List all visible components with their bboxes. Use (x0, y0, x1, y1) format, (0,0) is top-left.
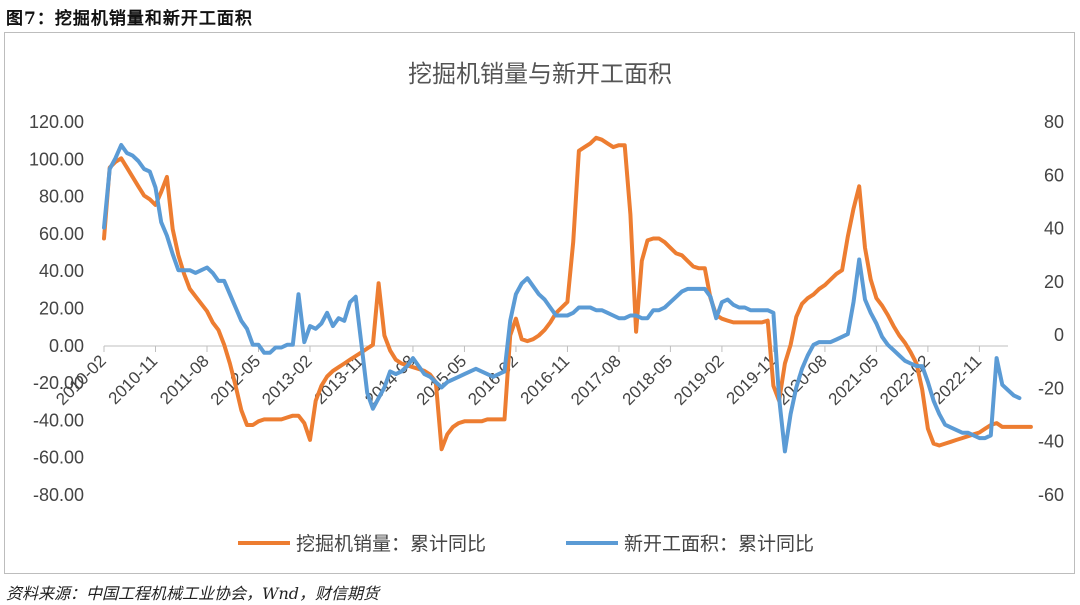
x-tick-label: 2018-05 (619, 351, 677, 409)
x-tick-label: 2019-02 (670, 351, 728, 409)
y-left-tick-label: -20.00 (33, 373, 84, 393)
legend-label: 挖掘机销量：累计同比 (296, 533, 486, 555)
y-right-tick-label: -20 (1038, 378, 1064, 398)
y-left-tick-label: -40.00 (33, 410, 84, 430)
new-construction-line (102, 143, 1022, 454)
legend-label: 新开工面积：累计同比 (624, 533, 814, 555)
figure-label: 图7：挖掘机销量和新开工面积 (6, 9, 253, 29)
legend: 挖掘机销量：累计同比 新开工面积：累计同比 (238, 533, 814, 555)
y-left-tick-label: -60.00 (33, 448, 84, 468)
x-tick-label: 2021-05 (825, 351, 883, 409)
y-left-tick-label: 120.00 (29, 112, 84, 132)
y-right-tick-label: 0 (1054, 325, 1064, 345)
y-right-tick-label: 40 (1044, 219, 1064, 239)
y-left-tick-label: 60.00 (39, 224, 84, 244)
x-tick-label: 2013-02 (258, 351, 316, 409)
x-tick-label: 2016-11 (517, 351, 574, 408)
y-left-tick-label: 0.00 (49, 336, 84, 356)
x-tick-label: 2013-11 (311, 351, 368, 408)
y-left-tick-label: 100.00 (29, 149, 84, 169)
x-tick-label: 2015-05 (413, 351, 471, 409)
y-left-tick-label: 20.00 (39, 299, 84, 319)
x-tick-label: 2016-02 (464, 351, 522, 409)
y-right-tick-label: -60 (1038, 485, 1064, 505)
x-tick-label: 2010-11 (105, 351, 162, 408)
chart-frame (4, 32, 1075, 574)
source-note: 资料来源：中国工程机械工业协会，Wnd，财信期货 (6, 584, 379, 603)
x-tick-label: 2011-08 (156, 351, 213, 408)
y-right-tick-label: 80 (1044, 112, 1064, 132)
y-left-tick-label: -80.00 (33, 485, 84, 505)
chart-title: 挖掘机销量与新开工面积 (408, 60, 672, 88)
y-right-tick-label: 20 (1044, 272, 1064, 292)
y-left-tick-label: 80.00 (39, 187, 84, 207)
y-right-tick-label: 60 (1044, 165, 1064, 185)
excavator-sales-line (102, 135, 1033, 452)
y-right-tick-label: -40 (1038, 432, 1064, 452)
x-tick-label: 2022-11 (929, 351, 986, 408)
x-tick-label: 2017-08 (567, 351, 625, 409)
y-left-tick-label: 40.00 (39, 261, 84, 281)
